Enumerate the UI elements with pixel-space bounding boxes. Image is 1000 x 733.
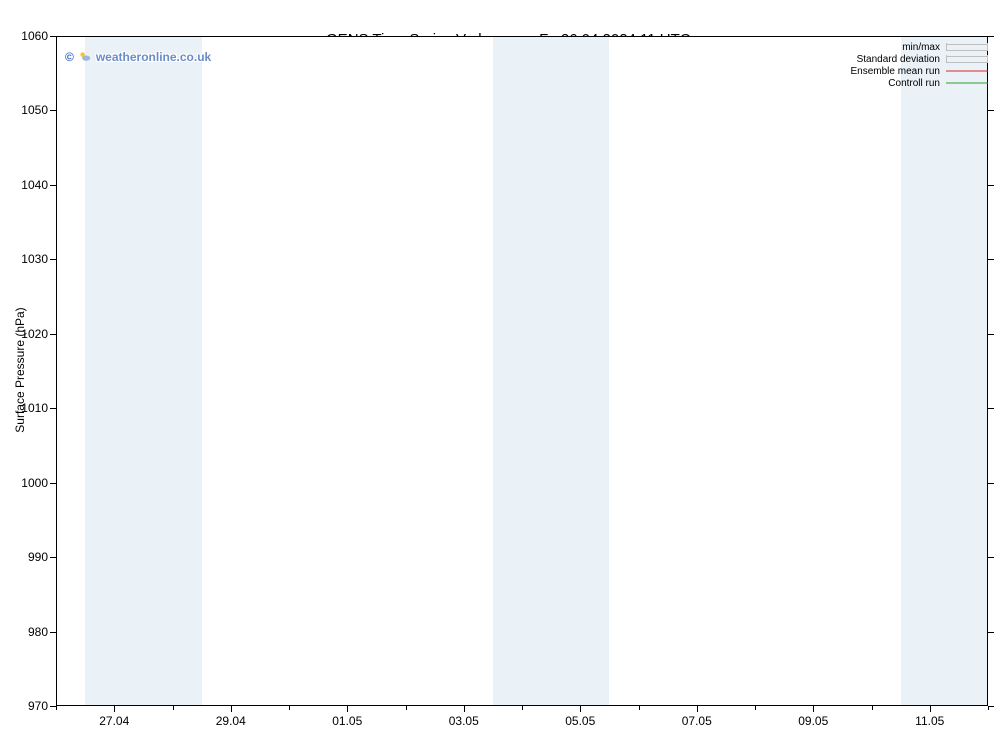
legend-swatch [946, 42, 988, 52]
x-minor-tick [580, 706, 581, 710]
y-tick-mark [988, 632, 994, 633]
x-tick-label: 09.05 [798, 714, 828, 728]
y-tick-mark [50, 259, 56, 260]
x-minor-tick [988, 706, 989, 710]
legend-entry: Standard deviation [851, 53, 989, 65]
x-minor-tick [114, 706, 115, 710]
y-tick-label: 990 [28, 550, 48, 564]
x-minor-tick [813, 706, 814, 710]
x-minor-tick [464, 706, 465, 710]
y-tick-mark [50, 334, 56, 335]
x-minor-tick [930, 706, 931, 710]
watermark-copyright: © [65, 50, 74, 64]
x-minor-tick [522, 706, 523, 710]
x-minor-tick [697, 706, 698, 710]
legend-label: Standard deviation [857, 54, 940, 65]
x-tick-label: 27.04 [99, 714, 129, 728]
weekend-band [493, 36, 610, 706]
y-tick-label: 1030 [21, 252, 48, 266]
y-tick-mark [50, 110, 56, 111]
y-tick-mark [50, 408, 56, 409]
watermark: © weatheronline.co.uk [65, 50, 211, 64]
y-axis-label: Surface Pressure (hPa) [13, 290, 27, 450]
x-tick-label: 05.05 [565, 714, 595, 728]
legend-swatch [946, 54, 988, 64]
y-tick-mark [50, 36, 56, 37]
legend-entry: Controll run [851, 77, 989, 89]
legend-entry: Ensemble mean run [851, 65, 989, 77]
weekend-band [85, 36, 202, 706]
weekend-band [901, 36, 988, 706]
x-minor-tick [639, 706, 640, 710]
x-tick-label: 29.04 [216, 714, 246, 728]
y-tick-mark [50, 185, 56, 186]
legend-label: Ensemble mean run [851, 66, 941, 77]
y-tick-mark [988, 483, 994, 484]
y-tick-label: 1040 [21, 178, 48, 192]
y-tick-label: 1010 [21, 401, 48, 415]
y-tick-mark [988, 334, 994, 335]
x-minor-tick [406, 706, 407, 710]
y-tick-label: 970 [28, 699, 48, 713]
y-tick-label: 1060 [21, 29, 48, 43]
y-tick-mark [988, 557, 994, 558]
y-tick-mark [50, 483, 56, 484]
x-tick-label: 07.05 [682, 714, 712, 728]
sun-cloud-icon [78, 50, 92, 64]
legend-entry: min/max [851, 41, 989, 53]
x-minor-tick [231, 706, 232, 710]
chart-canvas: GENS Time Series Vaduz Fr. 26.04.2024 11… [0, 0, 1000, 733]
x-tick-label: 01.05 [332, 714, 362, 728]
x-minor-tick [872, 706, 873, 710]
y-tick-mark [50, 632, 56, 633]
legend-swatch [946, 78, 988, 88]
x-tick-label: 03.05 [449, 714, 479, 728]
y-tick-mark [988, 110, 994, 111]
legend-label: Controll run [888, 78, 940, 89]
y-tick-mark [988, 36, 994, 37]
y-tick-mark [988, 408, 994, 409]
y-tick-label: 980 [28, 625, 48, 639]
x-minor-tick [755, 706, 756, 710]
x-minor-tick [347, 706, 348, 710]
y-tick-mark [988, 259, 994, 260]
y-tick-mark [988, 185, 994, 186]
y-tick-label: 1020 [21, 327, 48, 341]
x-tick-label: 11.05 [915, 714, 944, 728]
x-minor-tick [289, 706, 290, 710]
y-tick-label: 1050 [21, 103, 48, 117]
y-tick-mark [50, 557, 56, 558]
legend: min/maxStandard deviationEnsemble mean r… [851, 41, 989, 89]
legend-swatch [946, 66, 988, 76]
x-minor-tick [173, 706, 174, 710]
x-minor-tick [56, 706, 57, 710]
watermark-text: weatheronline.co.uk [96, 50, 211, 64]
y-tick-label: 1000 [21, 476, 48, 490]
legend-label: min/max [902, 42, 940, 53]
plot-area [56, 36, 988, 706]
